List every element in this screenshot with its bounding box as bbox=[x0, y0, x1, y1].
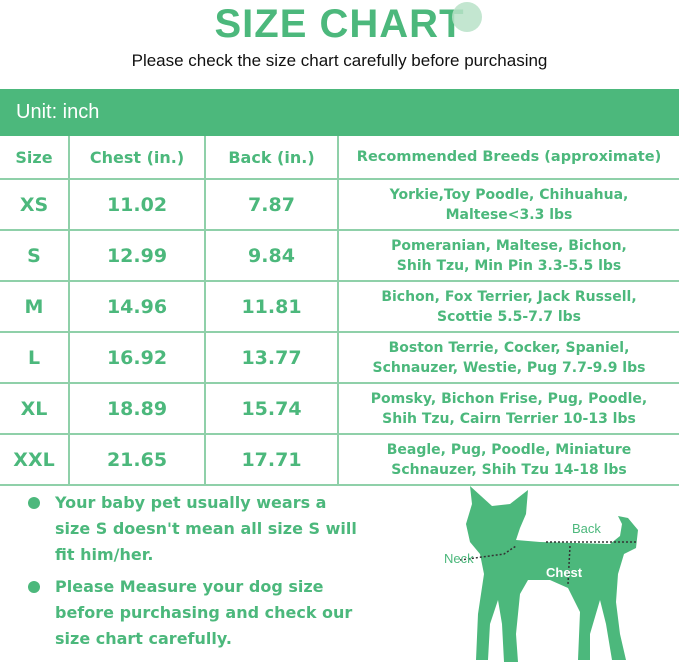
table-row: S 12.99 9.84 Pomeranian, Maltese, Bichon… bbox=[0, 229, 679, 282]
size-cell: XS bbox=[0, 179, 70, 231]
back-cell: 13.77 bbox=[204, 331, 339, 384]
table-row: L 16.92 13.77 Boston Terrie, Cocker, Spa… bbox=[0, 331, 679, 384]
unit-banner: Unit: inch bbox=[0, 89, 679, 136]
back-label: Back bbox=[572, 521, 601, 536]
back-cell: 9.84 bbox=[204, 229, 339, 282]
note-item: Your baby pet usually wears a size S doe… bbox=[28, 490, 358, 568]
chest-cell: 11.02 bbox=[68, 179, 206, 231]
neck-label: Neck bbox=[444, 551, 474, 566]
breeds-cell: Yorkie,Toy Poodle, Chihuahua, Maltese<3.3… bbox=[337, 179, 679, 231]
bullet-icon bbox=[28, 497, 40, 509]
chest-label: Chest bbox=[546, 565, 583, 580]
back-cell: 15.74 bbox=[204, 382, 339, 435]
page-title: SIZE CHART bbox=[214, 2, 465, 46]
header-size: Size bbox=[0, 136, 70, 180]
note-item: Please Measure your dog size before purc… bbox=[28, 574, 358, 652]
size-cell: L bbox=[0, 331, 70, 384]
breeds-cell: Pomsky, Bichon Frise, Pug, Poodle, Shih T… bbox=[337, 382, 679, 435]
size-cell: S bbox=[0, 229, 70, 282]
breeds-cell: Pomeranian, Maltese, Bichon, Shih Tzu, Mi… bbox=[337, 229, 679, 282]
size-table: Size Chest (in.) Back (in.) Recommended … bbox=[0, 136, 679, 486]
chest-cell: 16.92 bbox=[68, 331, 206, 384]
chest-cell: 18.89 bbox=[68, 382, 206, 435]
size-cell: M bbox=[0, 280, 70, 333]
chest-cell: 21.65 bbox=[68, 433, 206, 486]
chest-cell: 12.99 bbox=[68, 229, 206, 282]
dog-silhouette-icon bbox=[459, 486, 638, 662]
header-back: Back (in.) bbox=[204, 136, 339, 180]
breeds-cell: Bichon, Fox Terrier, Jack Russell, Scotti… bbox=[337, 280, 679, 333]
back-cell: 17.71 bbox=[204, 433, 339, 486]
back-cell: 11.81 bbox=[204, 280, 339, 333]
notes: Your baby pet usually wears a size S doe… bbox=[28, 490, 358, 658]
bullet-icon bbox=[28, 581, 40, 593]
chest-cell: 14.96 bbox=[68, 280, 206, 333]
breeds-cell: Boston Terrie, Cocker, Spaniel, Schnauzer… bbox=[337, 331, 679, 384]
breeds-cell: Beagle, Pug, Poodle, Miniature Schnauzer,… bbox=[337, 433, 679, 486]
header-breeds: Recommended Breeds (approximate) bbox=[337, 136, 679, 180]
subtitle: Please check the size chart carefully be… bbox=[131, 51, 548, 70]
table-row: XL 18.89 15.74 Pomsky, Bichon Frise, Pug… bbox=[0, 382, 679, 435]
table-row: M 14.96 11.81 Bichon, Fox Terrier, Jack … bbox=[0, 280, 679, 333]
back-cell: 7.87 bbox=[204, 179, 339, 231]
table-row: XXL 21.65 17.71 Beagle, Pug, Poodle, Min… bbox=[0, 433, 679, 486]
decorative-dot bbox=[452, 2, 482, 32]
size-cell: XXL bbox=[0, 433, 70, 486]
table-row: XS 11.02 7.87 Yorkie,Toy Poodle, Chihuah… bbox=[0, 179, 679, 231]
table-header: Size Chest (in.) Back (in.) Recommended … bbox=[0, 136, 679, 180]
size-cell: XL bbox=[0, 382, 70, 435]
header-chest: Chest (in.) bbox=[68, 136, 206, 180]
